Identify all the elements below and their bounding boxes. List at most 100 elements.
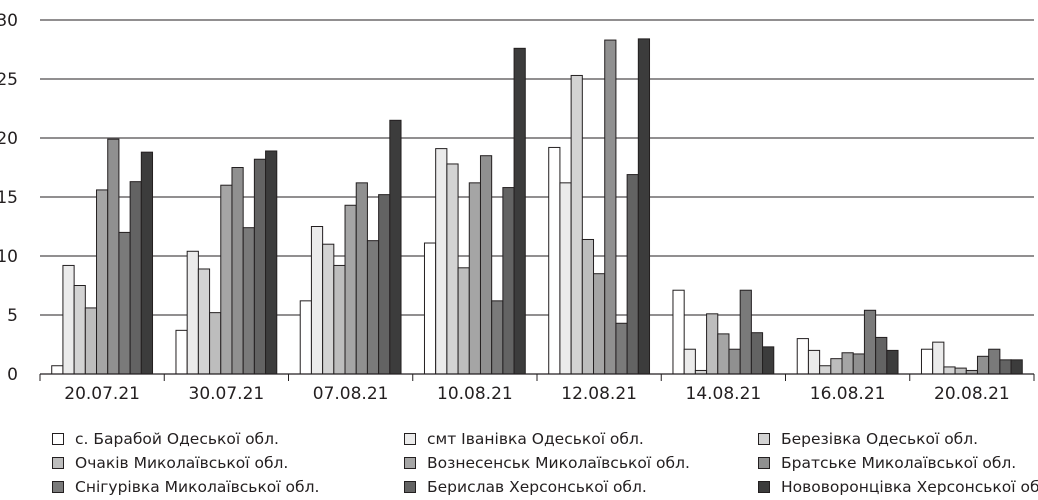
legend-swatch xyxy=(758,457,770,469)
bars xyxy=(51,38,1023,375)
bar xyxy=(852,353,865,375)
bar xyxy=(863,309,877,375)
x-tick-label: 12.08.21 xyxy=(561,384,637,404)
legend-swatch xyxy=(404,433,416,445)
bar xyxy=(706,313,719,375)
legend-item: Нововоронцівка Херсонської обл. xyxy=(758,476,1038,498)
legend-label: Вознесенськ Миколаївської обл. xyxy=(427,454,690,472)
bar xyxy=(683,348,696,375)
bar-chart: 0 5 10 15 20 25 30 20.07.21 30.07.21 07.08.21 10.0… xyxy=(0,11,1035,404)
legend-label: Снігурівка Миколаївської обл. xyxy=(75,478,320,496)
bar xyxy=(875,336,888,375)
bar xyxy=(762,346,775,375)
bar xyxy=(355,182,368,375)
bar xyxy=(51,365,64,375)
legend-label: Очаків Миколаївської обл. xyxy=(75,454,289,472)
bar xyxy=(265,150,278,375)
bar xyxy=(322,243,335,375)
bar xyxy=(570,74,583,375)
legend-label: с. Барабой Одеської обл. xyxy=(75,430,279,448)
legend-label: Нововоронцівка Херсонської обл. xyxy=(781,478,1038,496)
bar xyxy=(615,322,628,375)
bar xyxy=(830,358,843,375)
legend-item: Очаків Миколаївської обл. xyxy=(52,452,288,474)
legend-item: Братське Миколаївської обл. xyxy=(758,452,1016,474)
bar xyxy=(107,138,120,375)
bar xyxy=(175,329,188,375)
legend-item: с. Барабой Одеської обл. xyxy=(52,428,279,450)
bar xyxy=(344,204,357,375)
bar xyxy=(841,352,854,375)
bar xyxy=(118,231,131,375)
bar xyxy=(932,341,945,375)
legend-swatch xyxy=(52,433,64,445)
bar xyxy=(728,348,741,375)
y-tick-label: 5 xyxy=(7,306,18,326)
bar xyxy=(943,366,956,375)
legend-item: смт Іванівка Одеської обл. xyxy=(404,428,644,450)
legend-swatch xyxy=(52,481,64,493)
x-tick-label: 10.08.21 xyxy=(437,384,513,404)
bar xyxy=(96,189,109,375)
y-tick-label: 30 xyxy=(0,11,18,31)
axis-labels: 0 5 10 15 20 25 30 20.07.21 30.07.21 07.08.21 10.0… xyxy=(0,11,1010,404)
bar xyxy=(468,182,481,375)
bar xyxy=(672,289,685,375)
bar xyxy=(593,273,606,375)
bar xyxy=(559,182,572,375)
bar xyxy=(446,163,459,375)
x-tick-label: 20.07.21 xyxy=(64,384,140,404)
x-tick-label: 20.08.21 xyxy=(934,384,1010,404)
bar xyxy=(242,227,255,375)
x-tick-label: 07.08.21 xyxy=(313,384,389,404)
x-tick-label: 14.08.21 xyxy=(686,384,762,404)
legend-item: Березівка Одеської обл. xyxy=(758,428,978,450)
y-tick-label: 10 xyxy=(0,247,18,267)
bar xyxy=(581,238,595,375)
bar xyxy=(366,240,380,375)
bar xyxy=(140,151,154,375)
bar xyxy=(1010,359,1023,375)
legend-label: Березівка Одеської обл. xyxy=(781,430,979,448)
bar xyxy=(717,333,730,375)
y-tick-label: 0 xyxy=(7,365,18,385)
bar xyxy=(548,146,561,375)
bar xyxy=(73,285,86,375)
bar xyxy=(739,289,752,375)
bar xyxy=(954,367,967,375)
legend-swatch xyxy=(758,481,770,493)
bar xyxy=(310,226,324,375)
bar xyxy=(920,348,934,375)
bar xyxy=(513,47,526,375)
legend-label: Братське Миколаївської обл. xyxy=(781,454,1017,472)
bar xyxy=(333,264,346,375)
bar xyxy=(502,187,515,375)
bar xyxy=(491,300,504,375)
bar xyxy=(62,264,75,375)
bar xyxy=(807,349,821,375)
legend-swatch xyxy=(52,457,64,469)
bar xyxy=(479,155,493,375)
legend-label: смт Іванівка Одеської обл. xyxy=(427,430,644,448)
legend-item: Снігурівка Миколаївської обл. xyxy=(52,476,319,498)
bar xyxy=(457,267,470,375)
bar xyxy=(626,174,639,375)
bar xyxy=(796,338,809,375)
bar xyxy=(604,39,617,375)
bar xyxy=(435,148,448,375)
bar xyxy=(186,250,199,375)
y-tick-label: 25 xyxy=(0,70,18,90)
bar xyxy=(988,348,1001,375)
x-tick-label: 30.07.21 xyxy=(189,384,265,404)
legend-swatch xyxy=(758,433,770,445)
bar xyxy=(750,332,764,375)
legend-swatch xyxy=(404,481,416,493)
bar xyxy=(197,268,211,375)
bar xyxy=(231,167,244,375)
bar xyxy=(423,242,437,375)
legend-swatch xyxy=(404,457,416,469)
bar xyxy=(976,355,990,375)
bar xyxy=(886,349,899,375)
x-tick-label: 16.08.21 xyxy=(810,384,886,404)
y-tick-label: 15 xyxy=(0,188,18,208)
